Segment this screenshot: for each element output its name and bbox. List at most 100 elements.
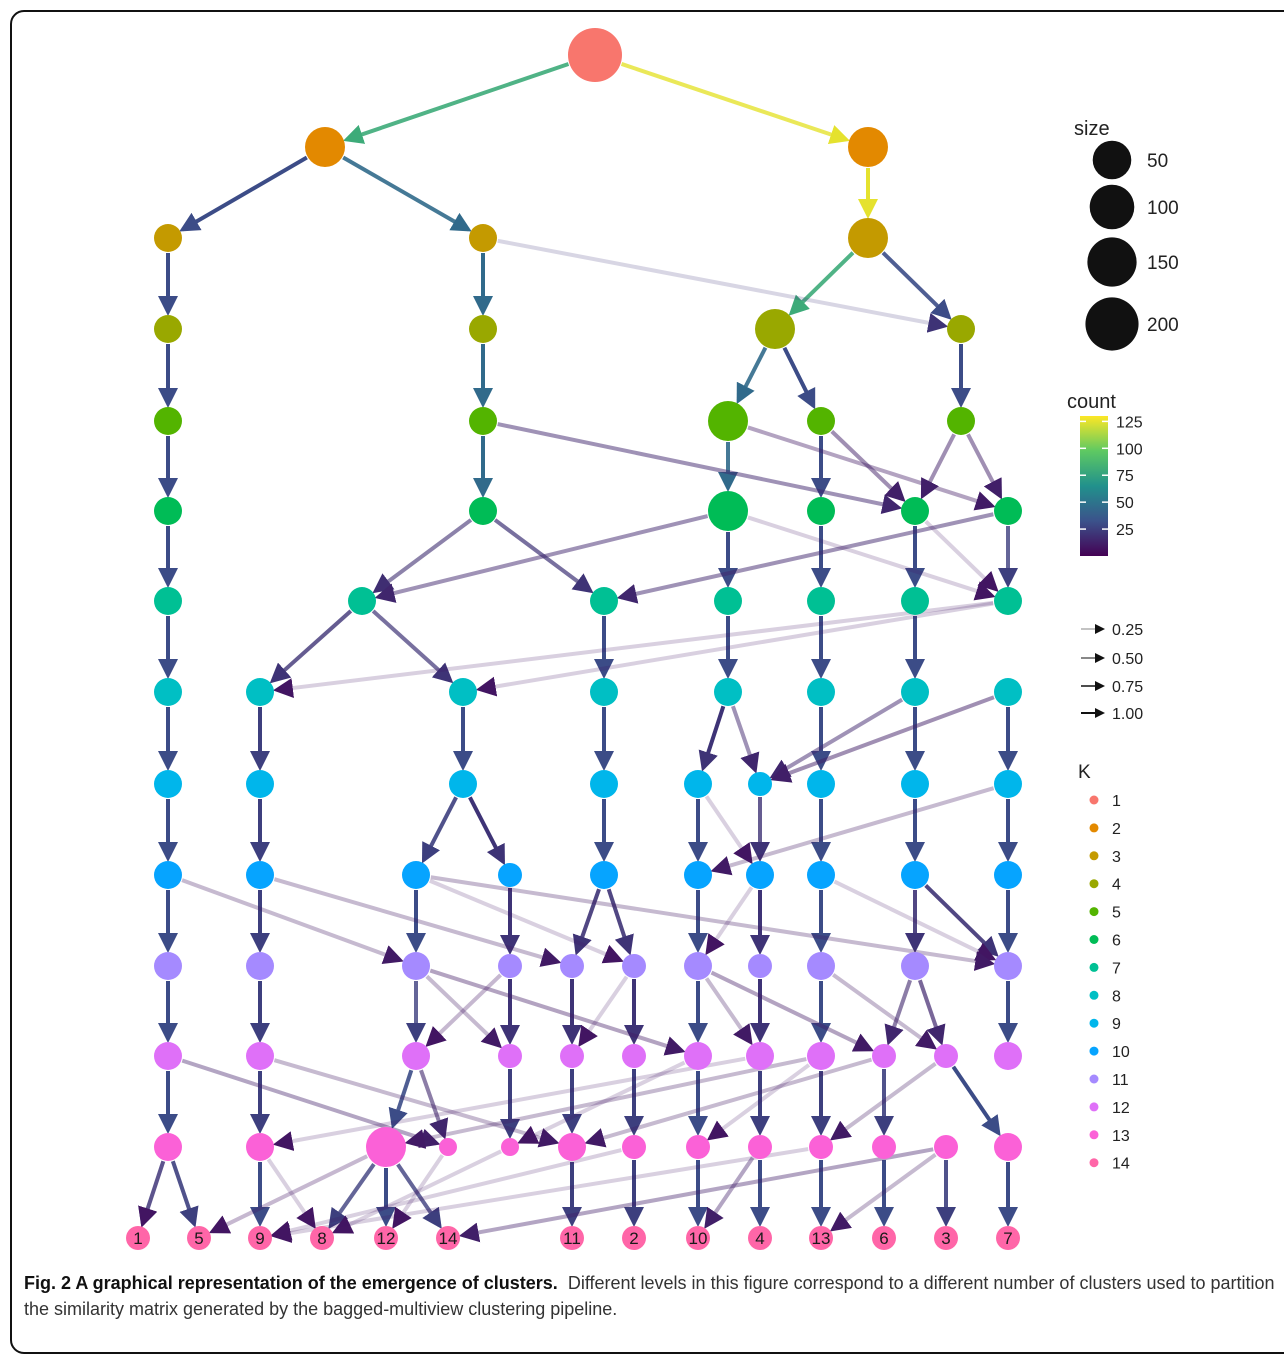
edge-k6-to-k7	[616, 512, 994, 604]
k-legend-dot	[1089, 851, 1099, 861]
cluster-node-k9	[994, 770, 1022, 798]
arrow-legend-label: 0.75	[1112, 679, 1143, 696]
k-legend-label: 4	[1112, 877, 1121, 894]
edge-k5-to-k6	[966, 433, 1002, 500]
size-legend-circle	[1092, 140, 1132, 180]
cluster-node-k9	[449, 770, 477, 798]
k-legend-title: K	[1078, 762, 1091, 783]
cluster-node-k7	[714, 587, 742, 615]
cluster-node-k8	[901, 678, 929, 706]
cluster-node-k12	[934, 1044, 958, 1068]
arrow-legend-label: 0.50	[1112, 651, 1143, 668]
edge-k12-to-k13	[419, 1069, 449, 1140]
count-colorbar	[1080, 416, 1108, 556]
cluster-node-k7	[154, 587, 182, 615]
cluster-node-k9	[590, 770, 618, 798]
cluster-node-k7	[901, 587, 929, 615]
cluster-node-k11	[622, 954, 646, 978]
edge-k5-to-k6	[830, 429, 906, 503]
cluster-node-k3	[469, 224, 497, 252]
cluster-node-k13	[748, 1135, 772, 1159]
edge-k5-to-k6	[497, 422, 903, 515]
caption-text: Different levels in this figure correspo…	[24, 1273, 1275, 1319]
edge-k13-to-k14	[392, 1154, 445, 1229]
cluster-node-k13	[558, 1133, 586, 1161]
leaf-cluster-label: 11	[563, 1229, 581, 1248]
edge-k11-to-k12	[710, 970, 875, 1052]
k-legend-label: 1	[1112, 793, 1121, 810]
cluster-node-k6	[469, 497, 497, 525]
leaf-cluster-label: 2	[629, 1229, 638, 1248]
cluster-node-k8	[590, 678, 618, 706]
edge-k12-to-k13	[951, 1065, 1001, 1137]
edge-k9-to-k10	[421, 796, 458, 864]
edge-k12-to-k13	[829, 1062, 937, 1141]
edge-k12-to-k13	[404, 1057, 807, 1149]
arrow-legend-label: 1.00	[1112, 706, 1143, 723]
cluster-node-k9	[901, 770, 929, 798]
arrow-legend: 0.25 0.50 0.75 1.00	[1081, 622, 1143, 723]
cluster-node-k6	[154, 497, 182, 525]
k-legend-label: 14	[1112, 1156, 1130, 1173]
cluster-node-k11	[748, 954, 772, 978]
cluster-node-k6	[708, 491, 748, 531]
edge-k6-to-k7	[372, 518, 473, 594]
leaf-cluster-label: 6	[879, 1229, 888, 1248]
cluster-node-k12	[807, 1042, 835, 1070]
cluster-node-k13	[246, 1133, 274, 1161]
size-legend-circle	[1085, 297, 1139, 351]
figure-caption: Fig. 2 A graphical representation of the…	[24, 1270, 1278, 1322]
cluster-node-k8	[994, 678, 1022, 706]
cluster-node-k4	[947, 315, 975, 343]
cluster-node-k5	[947, 407, 975, 435]
edge-k13-to-k14	[270, 1148, 622, 1241]
cluster-node-k14	[996, 1226, 1020, 1250]
k-legend-dot	[1089, 1130, 1099, 1140]
cluster-node-k11	[402, 952, 430, 980]
cluster-node-k11	[901, 952, 929, 980]
arrow-legend-label: 0.25	[1112, 622, 1143, 639]
edge-k7-to-k8	[371, 609, 454, 684]
cluster-node-k14	[248, 1226, 272, 1250]
cluster-node-k13	[154, 1133, 182, 1161]
leaf-cluster-label: 9	[255, 1229, 264, 1248]
edge-k7-to-k8	[475, 601, 994, 697]
cluster-node-k5	[708, 401, 748, 441]
cluster-node-k10	[807, 861, 835, 889]
cluster-node-k10	[246, 861, 274, 889]
cluster-node-k11	[807, 952, 835, 980]
cluster-node-k13	[994, 1133, 1022, 1161]
count-tick-label: 100	[1116, 441, 1143, 458]
leaf-cluster-label: 1	[133, 1229, 142, 1248]
k-legend-dot	[1089, 1158, 1099, 1168]
k-legend-dot	[1089, 907, 1099, 917]
cluster-node-k2	[848, 127, 888, 167]
edge-k6-to-k7	[374, 514, 709, 603]
edge-k10-to-k11	[705, 886, 754, 956]
edge-k4-to-k5	[736, 346, 768, 405]
k-legend-dot	[1089, 1018, 1099, 1028]
cluster-node-k13	[366, 1127, 406, 1167]
k-legend-dot	[1089, 879, 1099, 889]
edge-k13-to-k14	[704, 1156, 755, 1229]
cluster-node-k9	[807, 770, 835, 798]
cluster-node-k12	[154, 1042, 182, 1070]
k-legend-label: 6	[1112, 933, 1121, 950]
edge-k12-to-k13	[584, 1057, 873, 1148]
cluster-node-k10	[994, 861, 1022, 889]
edge-k13-to-k14	[396, 1163, 442, 1229]
leaf-cluster-label: 13	[812, 1229, 831, 1248]
cluster-node-k11	[498, 954, 522, 978]
cluster-node-k5	[469, 407, 497, 435]
edge-layer	[138, 62, 1018, 1243]
cluster-node-k13	[439, 1138, 457, 1156]
edge-k8-to-k9	[769, 697, 904, 779]
edge-k8-to-k9	[698, 705, 726, 772]
edge-k12-to-k13	[388, 1069, 414, 1129]
edge-k13-to-k14	[170, 1160, 199, 1228]
edge-k6-to-k7	[924, 519, 999, 592]
cluster-node-k12	[872, 1044, 896, 1068]
k-legend-dot	[1089, 823, 1099, 833]
